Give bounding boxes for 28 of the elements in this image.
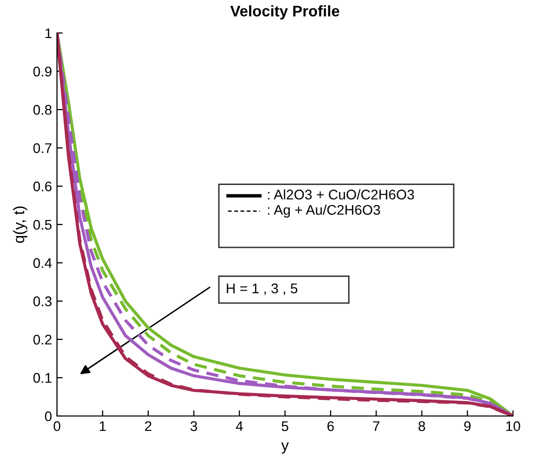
y-tick-label: 0.9 xyxy=(33,66,52,76)
y-tick-label: 0 xyxy=(44,411,52,422)
annotation: : Al2O3 + CuO/C2H6O3 xyxy=(268,189,414,200)
y-tick-label: 0.4 xyxy=(33,258,52,268)
y-tick-label: 0.1 xyxy=(33,373,52,383)
y-axis-title: q(y, t) xyxy=(13,206,28,243)
x-tick-label: 1 xyxy=(100,421,106,431)
x-tick-label: 6 xyxy=(327,421,334,432)
x-tick-label: 10 xyxy=(506,421,520,432)
x-tick-label: 4 xyxy=(236,421,243,431)
annotation: H = 1 , 3 , 5 xyxy=(226,284,298,295)
x-tick-label: 3 xyxy=(190,421,198,432)
chart-title: Velocity Profile xyxy=(230,5,340,20)
x-tick-label: 5 xyxy=(282,421,288,432)
y-tick-label: 0.7 xyxy=(33,143,52,154)
x-tick-label: 7 xyxy=(373,421,380,431)
x-tick-label: 0 xyxy=(54,421,60,432)
y-tick-label: 1 xyxy=(45,28,52,38)
x-tick-label: 2 xyxy=(145,421,152,431)
y-tick-label: 0.6 xyxy=(33,182,52,192)
x-tick-label: 9 xyxy=(464,421,471,432)
annotation: : Ag + Au/C2H6O3 xyxy=(268,204,380,218)
y-tick-label: 0.3 xyxy=(33,296,52,306)
x-tick-label: 8 xyxy=(418,421,426,432)
y-tick-label: 0.8 xyxy=(33,104,52,115)
x-axis-title: y xyxy=(281,442,289,454)
y-tick-label: 0.5 xyxy=(33,220,52,230)
y-tick-label: 0.2 xyxy=(33,334,52,345)
